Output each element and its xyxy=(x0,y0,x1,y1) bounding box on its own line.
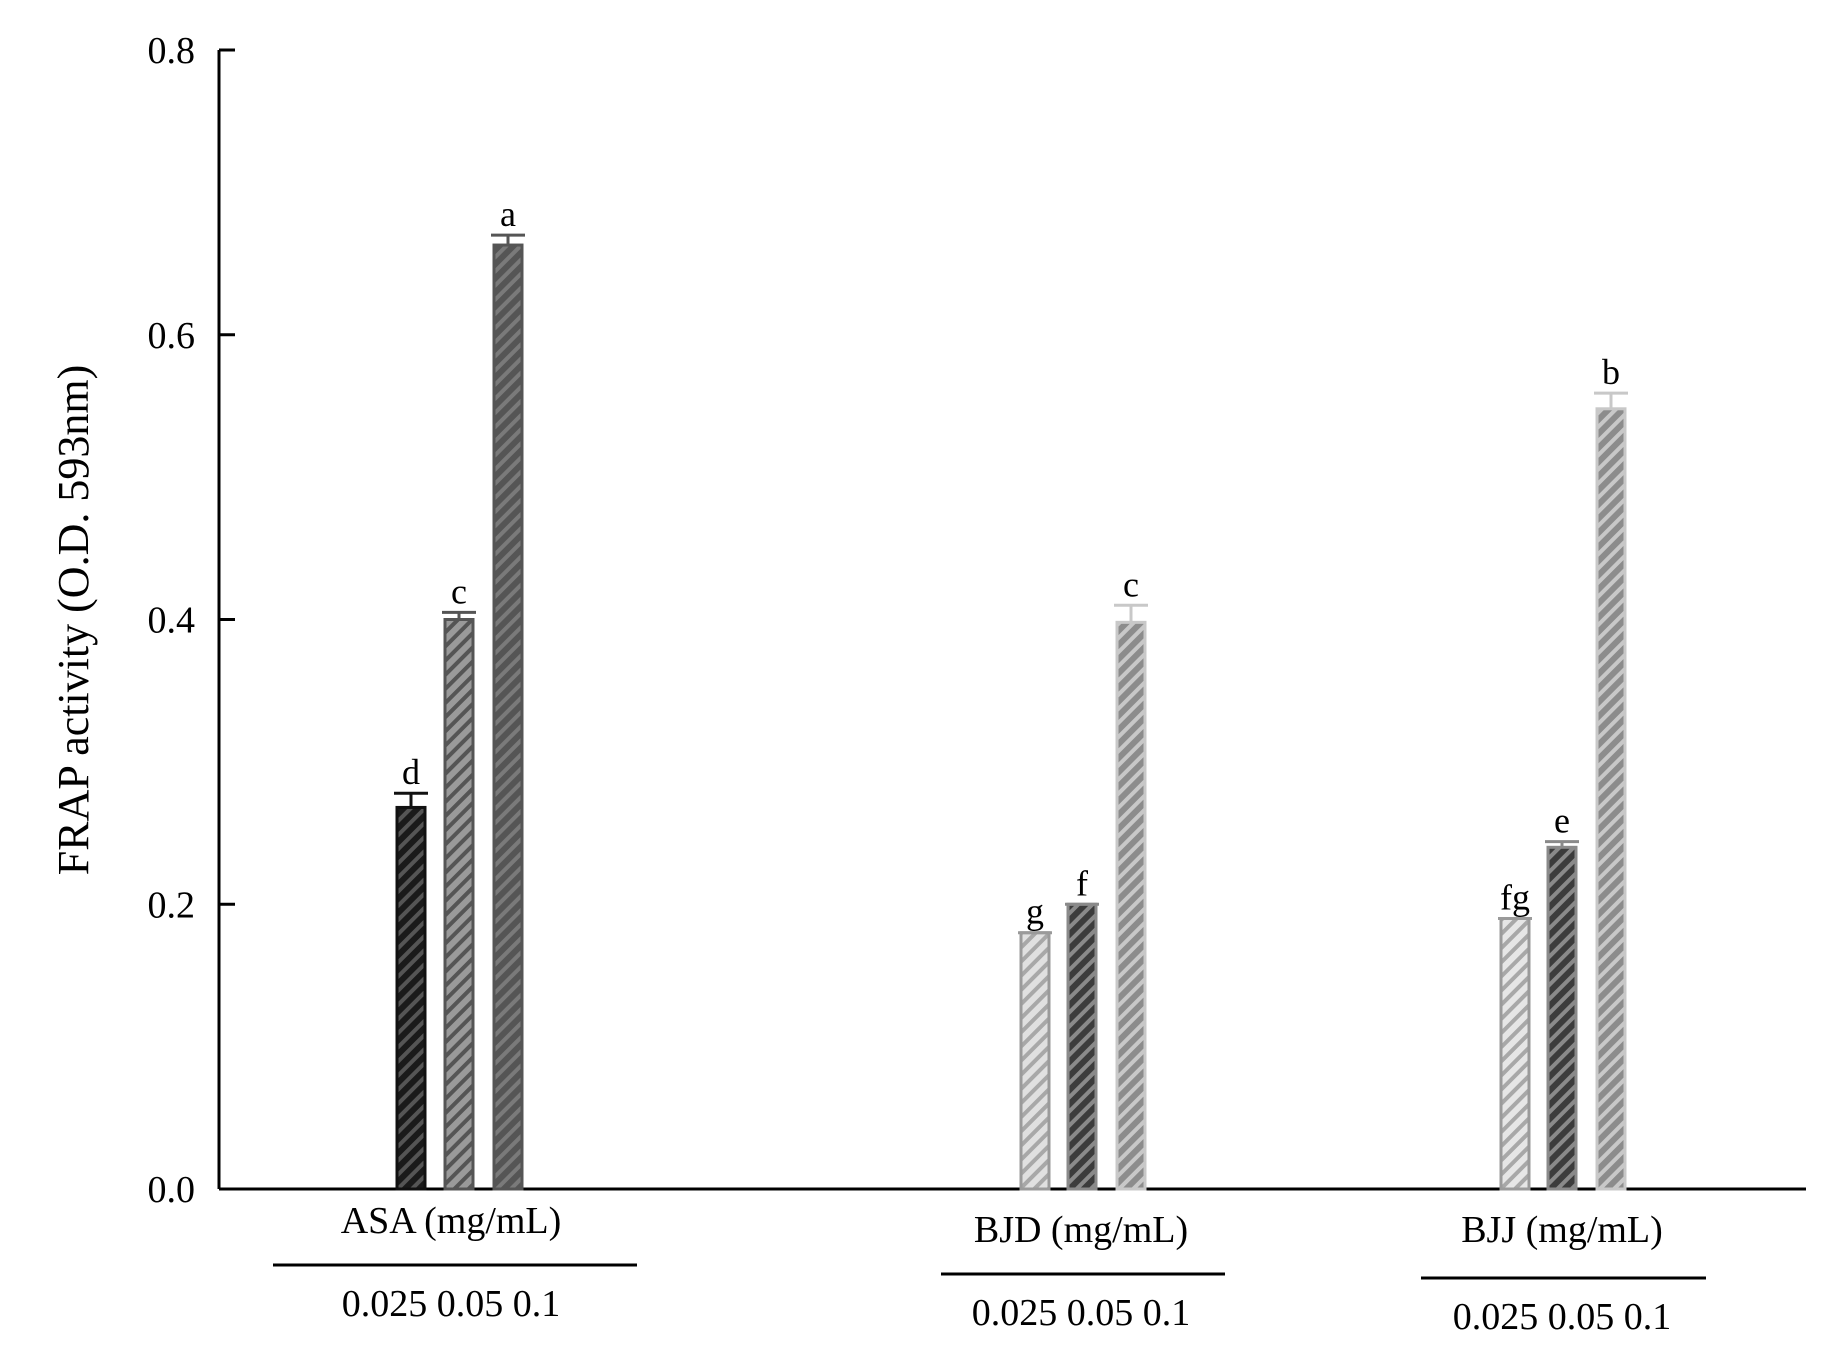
bar-asa-0.025 xyxy=(395,805,427,1191)
significance-letter: fg xyxy=(1500,877,1530,917)
bar-bjj-0.05 xyxy=(1546,845,1578,1191)
y-tick-label: 0.4 xyxy=(148,600,196,642)
significance-letter: g xyxy=(1026,892,1044,932)
y-tick-label: 0.2 xyxy=(148,884,196,926)
y-tick-label: 0.8 xyxy=(148,30,196,72)
significance-letter: f xyxy=(1076,863,1088,903)
group-label: BJJ (mg/mL) xyxy=(1461,1209,1663,1251)
y-tick-label: 0.6 xyxy=(148,315,196,357)
group-label: ASA (mg/mL) xyxy=(341,1200,562,1242)
y-axis-title: FRAP activity (O.D. 593nm) xyxy=(49,365,98,875)
group-label: BJD (mg/mL) xyxy=(974,1209,1188,1251)
concentration-labels: 0.025 0.05 0.1 xyxy=(972,1292,1191,1334)
bar-bjj-0.1 xyxy=(1595,407,1627,1191)
significance-letter: e xyxy=(1554,801,1570,841)
y-tick-label: 0.0 xyxy=(148,1169,196,1211)
y-ticks: 0.0 0.2 0.4 0.6 0.8 xyxy=(148,30,235,1211)
significance-letter: d xyxy=(402,752,420,792)
concentration-labels: 0.025 0.05 0.1 xyxy=(342,1283,561,1325)
bar-bjd-0.1 xyxy=(1115,620,1147,1191)
group-labels: ASA (mg/mL) 0.025 0.05 0.1 BJD (mg/mL) 0.02… xyxy=(273,1200,1706,1338)
bar-bjd-0.025 xyxy=(1019,931,1051,1191)
significance-letter: c xyxy=(451,571,467,611)
bar-bjj-0.025 xyxy=(1499,916,1531,1191)
bars: d c a gf c fge b xyxy=(394,194,1628,1191)
significance-letter: c xyxy=(1123,564,1139,604)
concentration-labels: 0.025 0.05 0.1 xyxy=(1453,1296,1672,1338)
bar-bjd-0.05 xyxy=(1066,902,1098,1191)
significance-letter: a xyxy=(500,194,516,234)
significance-letter: b xyxy=(1602,352,1620,392)
bar-asa-0.1 xyxy=(492,243,524,1191)
bar-asa-0.05 xyxy=(443,618,475,1191)
